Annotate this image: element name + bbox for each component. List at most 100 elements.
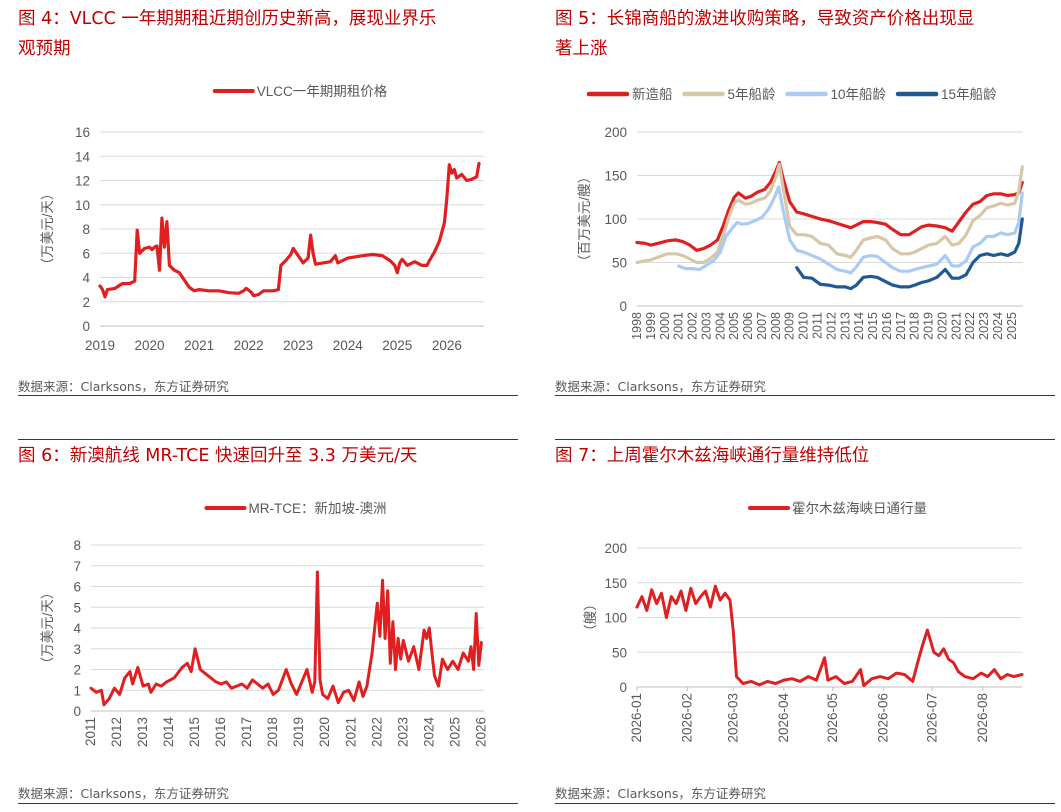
x-tick-label: 2011 xyxy=(83,717,98,746)
figure-title: 图 5：长锦商船的激进收购策略，导致资产价格出现显 著上涨 xyxy=(555,4,974,64)
figure-6-panel: 图 6：新澳航线 MR-TCE 快速回升至 3.3 万美元/天 0 1 2 3 4 5 6 7… xyxy=(18,439,518,809)
legend: 霍尔木兹海峡日通行量 xyxy=(748,501,927,516)
x-tick-label: 2018 xyxy=(908,312,922,340)
x-tick-label: 2026 xyxy=(473,717,488,747)
series-line xyxy=(635,584,1024,688)
y-tick-label: 8 xyxy=(82,222,90,237)
legend-label: 新造船 xyxy=(632,87,673,102)
legend-label: MR-TCE：新加坡-澳洲 xyxy=(249,501,387,516)
y-tick-label: 0 xyxy=(82,319,90,334)
x-tick-label: 2026-08 xyxy=(975,693,990,743)
legend-label: 霍尔木兹海峡日通行量 xyxy=(792,501,927,516)
series-line xyxy=(89,570,483,707)
legend-label: 5年船龄 xyxy=(728,87,777,102)
x-tick-label: 2023 xyxy=(395,717,410,747)
x-tick-label: 2019 xyxy=(291,717,306,747)
series-line xyxy=(795,217,1024,291)
x-tick-label: 2026 xyxy=(432,338,462,353)
source-note: 数据来源：Clarksons，东方证券研究 xyxy=(18,786,229,801)
x-tick-label: 2013 xyxy=(838,312,852,340)
y-tick-label: 1 xyxy=(73,683,81,698)
x-tick-label: 2019 xyxy=(85,338,115,353)
y-tick-label: 150 xyxy=(604,576,627,591)
y-tick-label: 6 xyxy=(73,580,81,595)
x-tick-label: 2024 xyxy=(991,312,1005,340)
y-tick-label: 100 xyxy=(604,212,627,227)
top-rule xyxy=(555,439,1055,440)
x-tick-label: 2006 xyxy=(741,312,755,340)
x-tick-label: 2025 xyxy=(1005,312,1019,340)
y-tick-label: 200 xyxy=(604,541,627,556)
top-rule xyxy=(18,439,518,440)
ship-price-chart: 0 50 100 150 200 1998 1999 2000 2001 2002 2003 2004… xyxy=(577,87,1024,340)
series-line xyxy=(677,185,1024,275)
x-tick-label: 2026-07 xyxy=(924,693,939,743)
source-note: 数据来源：Clarksons，东方证券研究 xyxy=(18,379,229,394)
x-tick-label: 2026-02 xyxy=(680,693,695,743)
bottom-rule xyxy=(18,395,518,396)
legend-label: 10年船龄 xyxy=(831,87,887,102)
y-axis-label: （百万美元/艘） xyxy=(577,170,592,268)
legend-label: 15年船龄 xyxy=(941,87,997,102)
x-tick-label: 2017 xyxy=(239,717,254,747)
y-tick-label: 50 xyxy=(612,256,627,271)
x-tick-label: 2008 xyxy=(769,312,783,340)
y-tick-label: 4 xyxy=(82,271,90,286)
x-tick-label: 2016 xyxy=(880,312,894,340)
y-tick-label: 50 xyxy=(612,645,627,660)
y-tick-label: 0 xyxy=(73,704,81,719)
x-tick-label: 2004 xyxy=(713,312,727,340)
y-tick-label: 2 xyxy=(82,295,90,310)
figure-4-panel: 图 4：VLCC 一年期期租近期创历史新高，展现业界乐 观预期 0 2 4 6 8 10 1… xyxy=(18,4,518,396)
x-tick-label: 2022 xyxy=(234,338,264,353)
source-note: 数据来源：Clarksons，东方证券研究 xyxy=(555,379,766,394)
y-tick-label: 12 xyxy=(75,174,90,189)
figure-title-line1: 图 5：长锦商船的激进收购策略，导致资产价格出现显 xyxy=(555,9,975,29)
x-tick-label: 2007 xyxy=(755,312,769,340)
y-tick-label: 8 xyxy=(73,538,81,553)
x-tick-label: 2016 xyxy=(213,717,228,747)
figure-5-panel: 图 5：长锦商船的激进收购策略，导致资产价格出现显 著上涨 0 50 100 150 2… xyxy=(555,4,1055,396)
x-tick-label: 2001 xyxy=(672,312,686,340)
figure-title: 图 4：VLCC 一年期期租近期创历史新高，展现业界乐 观预期 xyxy=(18,4,436,64)
figure-title: 图 6：新澳航线 MR-TCE 快速回升至 3.3 万美元/天 xyxy=(18,441,417,471)
x-tick-label: 2002 xyxy=(686,312,700,340)
y-tick-label: 5 xyxy=(73,600,81,615)
x-tick-label: 2024 xyxy=(333,338,364,353)
x-tick-label: 1999 xyxy=(644,312,658,340)
x-tick-label: 2021 xyxy=(184,338,214,353)
y-tick-label: 100 xyxy=(604,611,627,626)
legend: VLCC一年期期租价格 xyxy=(212,84,388,99)
legend: MR-TCE：新加坡-澳洲 xyxy=(204,501,387,516)
x-tick-label: 2026-06 xyxy=(875,693,890,743)
x-tick-label: 2020 xyxy=(935,312,949,340)
y-tick-label: 4 xyxy=(73,621,81,636)
source-note: 数据来源：Clarksons，东方证券研究 xyxy=(555,786,766,801)
x-tick-label: 2025 xyxy=(382,338,412,353)
x-tick-label: 2026-04 xyxy=(776,693,791,743)
x-tick-label: 2022 xyxy=(369,717,384,747)
bottom-rule xyxy=(555,395,1055,396)
x-tick-label: 2025 xyxy=(447,717,462,747)
x-tick-label: 1998 xyxy=(630,312,644,340)
y-axis-label: （万美元/天） xyxy=(40,187,55,272)
hormuz-traffic-chart: 0 50 100 150 200 2026-01 2026-02 2026-03 2026-04… xyxy=(583,501,1024,743)
x-tick-label: 2012 xyxy=(824,312,838,340)
figure-title-line2: 著上涨 xyxy=(555,39,608,59)
figure-title-line2: 观预期 xyxy=(18,39,71,59)
x-tick-label: 2023 xyxy=(283,338,313,353)
legend-label: VLCC一年期期租价格 xyxy=(257,84,388,99)
x-tick-label: 2026-01 xyxy=(629,693,644,743)
x-tick-label: 2013 xyxy=(135,717,150,747)
figure-title-line1: 图 4：VLCC 一年期期租近期创历史新高，展现业界乐 xyxy=(18,9,437,29)
vlcc-rate-chart: 0 2 4 6 8 10 12 14 16 2019 2020 2021 2022 2023 2024 202… xyxy=(40,84,484,353)
y-tick-label: 150 xyxy=(604,169,627,184)
figure-title-line1: 图 7：上周霍尔木兹海峡通行量维持低位 xyxy=(555,446,870,466)
x-tick-label: 2021 xyxy=(343,717,358,747)
series-line xyxy=(635,162,1024,265)
bottom-rule xyxy=(18,803,518,804)
x-tick-label: 2000 xyxy=(658,312,672,340)
y-tick-label: 6 xyxy=(82,246,90,261)
figure-title-line1: 图 6：新澳航线 MR-TCE 快速回升至 3.3 万美元/天 xyxy=(18,446,418,466)
x-tick-label: 2017 xyxy=(894,312,908,340)
